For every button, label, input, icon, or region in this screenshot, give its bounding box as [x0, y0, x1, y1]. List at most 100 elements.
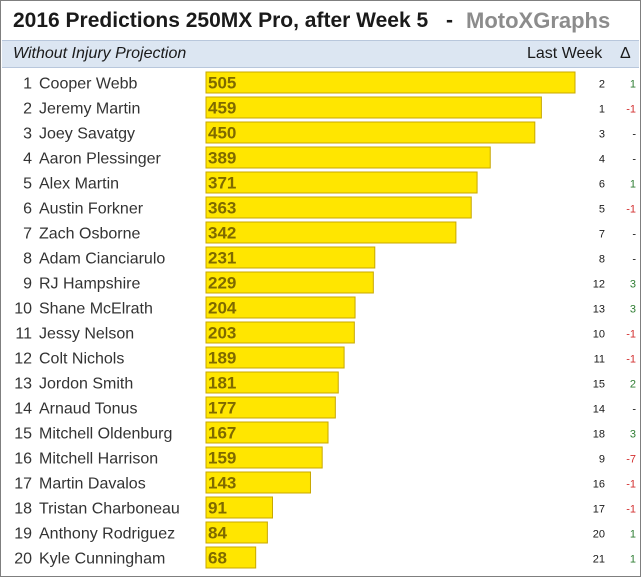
bar: [205, 371, 339, 394]
bar: [205, 446, 323, 469]
delta-label: -7: [626, 454, 636, 466]
last-week-label: 10: [593, 329, 605, 341]
data-label: 68: [208, 549, 227, 568]
delta-label: -1: [626, 354, 636, 366]
last-week-label: 8: [599, 254, 605, 266]
data-label: 91: [208, 499, 227, 518]
rider-name-label: Austin Forkner: [39, 201, 144, 218]
bar: [205, 196, 472, 219]
data-label: 342: [208, 224, 236, 243]
bar: [205, 121, 536, 144]
delta-label: -1: [626, 329, 636, 341]
bar: [205, 346, 345, 369]
delta-label: 1: [630, 179, 636, 191]
rider-name-label: Zach Osborne: [39, 226, 140, 243]
delta-label: 3: [630, 279, 636, 291]
rider-name-label: Cooper Webb: [39, 76, 138, 93]
rank-label: 8: [23, 251, 32, 268]
last-week-label: 9: [599, 454, 605, 466]
bar: [205, 171, 478, 194]
bar: [205, 496, 273, 519]
last-week-label: 4: [599, 154, 605, 166]
rank-label: 4: [23, 151, 32, 168]
rank-label: 9: [23, 276, 32, 293]
data-label: 389: [208, 149, 236, 168]
rider-name-label: Jordon Smith: [39, 376, 133, 393]
data-label: 84: [208, 524, 227, 543]
bar: [205, 271, 374, 294]
rider-name-label: Kyle Cunningham: [39, 551, 165, 568]
bar: [205, 546, 257, 569]
rank-label: 19: [14, 526, 32, 543]
last-week-label: 6: [599, 179, 605, 191]
rider-name-label: Jeremy Martin: [39, 101, 140, 118]
last-week-label: 7: [599, 229, 605, 241]
rank-label: 7: [23, 226, 32, 243]
data-label: 143: [208, 474, 236, 493]
rank-label: 15: [14, 426, 32, 443]
last-week-label: 11: [594, 354, 605, 366]
delta-label: -: [632, 404, 636, 416]
rider-name-label: Adam Cianciarulo: [39, 251, 165, 268]
rank-label: 5: [23, 176, 32, 193]
delta-label: 1: [630, 79, 636, 91]
rank-label: 18: [14, 501, 32, 518]
last-week-column-header: Last Week: [527, 45, 603, 62]
delta-label: 2: [630, 379, 636, 391]
bar: [205, 146, 491, 169]
rank-label: 16: [14, 451, 32, 468]
delta-label: -: [632, 229, 636, 241]
delta-label: -1: [626, 104, 636, 116]
rank-label: 11: [15, 326, 32, 343]
bar: [205, 96, 542, 119]
bar: [205, 321, 355, 344]
last-week-label: 14: [593, 404, 605, 416]
rider-name-label: Jessy Nelson: [39, 326, 134, 343]
delta-label: 3: [630, 304, 636, 316]
rider-name-label: Colt Nichols: [39, 351, 124, 368]
brand-label: MotoXGraphs: [466, 8, 611, 33]
data-label: 204: [208, 299, 237, 318]
data-label: 450: [208, 124, 236, 143]
data-label: 159: [208, 449, 236, 468]
last-week-label: 12: [593, 279, 605, 291]
data-label: 231: [208, 249, 236, 268]
bar: [205, 471, 311, 494]
chart-subtitle: Without Injury Projection: [13, 45, 187, 62]
rank-label: 14: [14, 401, 32, 418]
data-label: 505: [208, 74, 236, 93]
last-week-label: 18: [593, 429, 605, 441]
delta-label: -: [632, 154, 636, 166]
last-week-label: 2: [599, 79, 605, 91]
last-week-label: 16: [593, 479, 605, 491]
rider-name-label: Alex Martin: [39, 176, 119, 193]
bar: [205, 246, 376, 269]
delta-label: 1: [630, 554, 636, 566]
delta-label: -: [632, 129, 636, 141]
last-week-label: 3: [599, 129, 605, 141]
delta-label: -: [632, 254, 636, 266]
bar: [205, 221, 457, 244]
rank-label: 6: [23, 201, 32, 218]
delta-label: 1: [630, 529, 636, 541]
delta-label: -1: [626, 479, 636, 491]
last-week-label: 20: [593, 529, 605, 541]
rider-name-label: Tristan Charboneau: [39, 501, 180, 518]
last-week-label: 1: [599, 104, 605, 116]
last-week-label: 21: [593, 554, 605, 566]
delta-column-header: Δ: [620, 45, 631, 62]
rider-name-label: Martin Davalos: [39, 476, 146, 493]
rank-label: 13: [14, 376, 32, 393]
title-row: 2016 Predictions 250MX Pro, after Week 5…: [2, 2, 639, 39]
last-week-label: 5: [599, 204, 605, 216]
rider-name-label: Arnaud Tonus: [39, 401, 137, 418]
bar: [205, 421, 329, 444]
data-label: 167: [208, 424, 236, 443]
last-week-label: 17: [593, 504, 605, 516]
bar: [205, 521, 268, 544]
last-week-label: 13: [593, 304, 605, 316]
rank-label: 12: [14, 351, 32, 368]
data-label: 181: [208, 374, 236, 393]
